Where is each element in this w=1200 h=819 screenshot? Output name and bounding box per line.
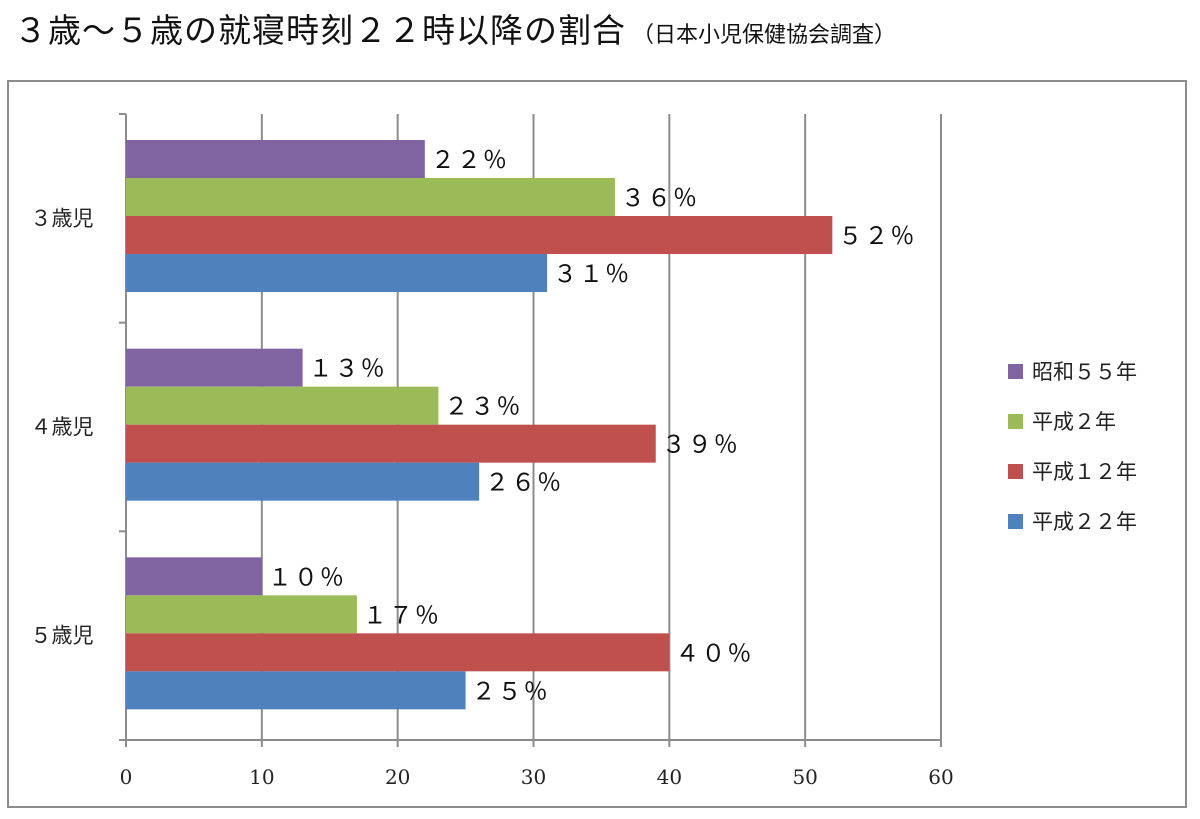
bar bbox=[126, 348, 303, 387]
bar bbox=[126, 254, 548, 292]
legend-label: 平成２年 bbox=[1032, 410, 1116, 434]
data-label: ５２％ bbox=[838, 222, 916, 250]
bar bbox=[126, 671, 466, 710]
x-tick-label: 50 bbox=[792, 765, 817, 789]
data-label: ２２％ bbox=[431, 146, 509, 174]
data-label: ２３％ bbox=[444, 393, 522, 421]
legend-label: 平成２２年 bbox=[1032, 510, 1137, 534]
data-label: ３１％ bbox=[553, 260, 631, 288]
legend-swatch bbox=[1008, 364, 1023, 379]
bar bbox=[126, 178, 615, 216]
legend-swatch bbox=[1008, 414, 1023, 429]
bar bbox=[126, 633, 670, 672]
x-tick-label: 60 bbox=[928, 765, 953, 789]
data-label: １３％ bbox=[309, 355, 387, 383]
x-tick-label: 30 bbox=[521, 765, 546, 789]
data-label: １７％ bbox=[363, 601, 441, 629]
category-label: ４歳児 bbox=[31, 415, 94, 439]
data-label: ２５％ bbox=[472, 677, 550, 705]
x-tick-label: 0 bbox=[120, 765, 133, 789]
bar bbox=[126, 216, 833, 254]
data-label: １０％ bbox=[268, 563, 346, 591]
x-tick-label: 40 bbox=[657, 765, 682, 789]
x-tick-label: 10 bbox=[249, 765, 274, 789]
category-label: ３歳児 bbox=[31, 206, 94, 230]
data-label: ４０％ bbox=[675, 639, 753, 667]
x-tick-label: 20 bbox=[385, 765, 410, 789]
bar bbox=[126, 557, 262, 596]
subtitle-text: （日本小児保健協会調査） bbox=[632, 23, 897, 48]
legend-label: 昭和５５年 bbox=[1032, 360, 1137, 384]
data-label: ３９％ bbox=[662, 431, 740, 459]
legend-swatch bbox=[1008, 514, 1023, 529]
bar bbox=[126, 595, 357, 634]
data-label: ２６％ bbox=[485, 469, 563, 497]
chart-title: ３歳～５歳の就寝時刻２２時以降の割合 （日本小児保健協会調査） bbox=[14, 4, 896, 52]
bar bbox=[126, 140, 425, 178]
data-label: ３６％ bbox=[621, 184, 699, 212]
bar bbox=[126, 386, 439, 425]
legend-swatch bbox=[1008, 464, 1023, 479]
category-label: ５歳児 bbox=[31, 624, 94, 648]
bar bbox=[126, 462, 480, 501]
bar bbox=[126, 424, 656, 463]
title-text: ３歳～５歳の就寝時刻２２時以降の割合 bbox=[14, 11, 626, 50]
legend-label: 平成１２年 bbox=[1032, 460, 1137, 484]
